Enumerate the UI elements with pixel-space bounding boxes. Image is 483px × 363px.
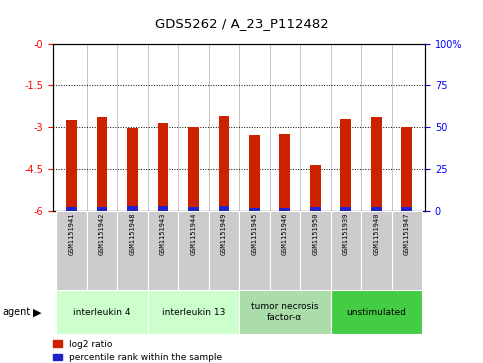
Bar (86, 211, 117, 290)
Text: GSM1151943: GSM1151943 (160, 213, 166, 256)
Bar (249, 208, 260, 211)
Bar (188, 127, 199, 211)
Bar (310, 165, 321, 211)
Text: GSM1151944: GSM1151944 (190, 213, 197, 256)
Bar (280, 134, 290, 211)
Bar (218, 116, 229, 211)
Text: GSM1151941: GSM1151941 (69, 213, 74, 256)
Bar (371, 207, 382, 211)
Bar (270, 211, 300, 290)
Bar (117, 211, 148, 290)
Text: agent: agent (2, 307, 30, 317)
Bar (127, 206, 138, 211)
Bar (239, 290, 330, 334)
Bar (127, 129, 138, 211)
Bar (401, 127, 412, 211)
Bar (392, 211, 422, 290)
Text: GSM1151950: GSM1151950 (313, 213, 318, 256)
Bar (341, 207, 351, 211)
Text: GSM1151940: GSM1151940 (373, 213, 379, 256)
Text: GSM1151949: GSM1151949 (221, 213, 227, 256)
Bar (239, 211, 270, 290)
Bar (157, 123, 168, 211)
Bar (56, 290, 148, 334)
Bar (157, 206, 168, 211)
Text: interleukin 4: interleukin 4 (73, 308, 131, 317)
Text: GSM1151946: GSM1151946 (282, 213, 288, 256)
Text: GSM1151945: GSM1151945 (251, 213, 257, 256)
Bar (218, 206, 229, 211)
Bar (401, 207, 412, 211)
Text: interleukin 13: interleukin 13 (162, 308, 225, 317)
Bar (97, 117, 107, 211)
Text: GSM1151942: GSM1151942 (99, 213, 105, 256)
Bar (97, 207, 107, 211)
Text: GSM1151939: GSM1151939 (343, 213, 349, 256)
Bar (330, 290, 422, 334)
Bar (66, 120, 77, 211)
Text: GDS5262 / A_23_P112482: GDS5262 / A_23_P112482 (155, 17, 328, 30)
Bar (310, 207, 321, 211)
Bar (148, 290, 239, 334)
Text: GSM1151948: GSM1151948 (129, 213, 135, 256)
Bar (249, 135, 260, 211)
Bar (56, 211, 86, 290)
Text: GSM1151947: GSM1151947 (404, 213, 410, 256)
Bar (361, 211, 392, 290)
Bar (371, 117, 382, 211)
Bar (300, 211, 330, 290)
Bar (280, 208, 290, 211)
Text: ▶: ▶ (33, 307, 42, 317)
Bar (188, 207, 199, 211)
Bar (330, 211, 361, 290)
Text: unstimulated: unstimulated (346, 308, 406, 317)
Legend: log2 ratio, percentile rank within the sample: log2 ratio, percentile rank within the s… (53, 340, 222, 362)
Bar (178, 211, 209, 290)
Text: tumor necrosis
factor-α: tumor necrosis factor-α (251, 302, 319, 322)
Bar (341, 119, 351, 211)
Bar (66, 207, 77, 211)
Bar (209, 211, 239, 290)
Bar (148, 211, 178, 290)
